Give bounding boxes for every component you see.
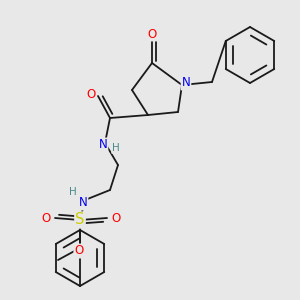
Text: O: O [74, 244, 84, 257]
Text: H: H [112, 143, 120, 153]
Text: N: N [99, 139, 107, 152]
Text: N: N [79, 196, 87, 209]
Text: N: N [182, 76, 190, 89]
Text: O: O [147, 28, 157, 40]
Text: O: O [111, 212, 121, 224]
Text: O: O [41, 212, 51, 224]
Text: H: H [69, 187, 77, 197]
Text: S: S [75, 212, 85, 227]
Text: O: O [86, 88, 96, 100]
